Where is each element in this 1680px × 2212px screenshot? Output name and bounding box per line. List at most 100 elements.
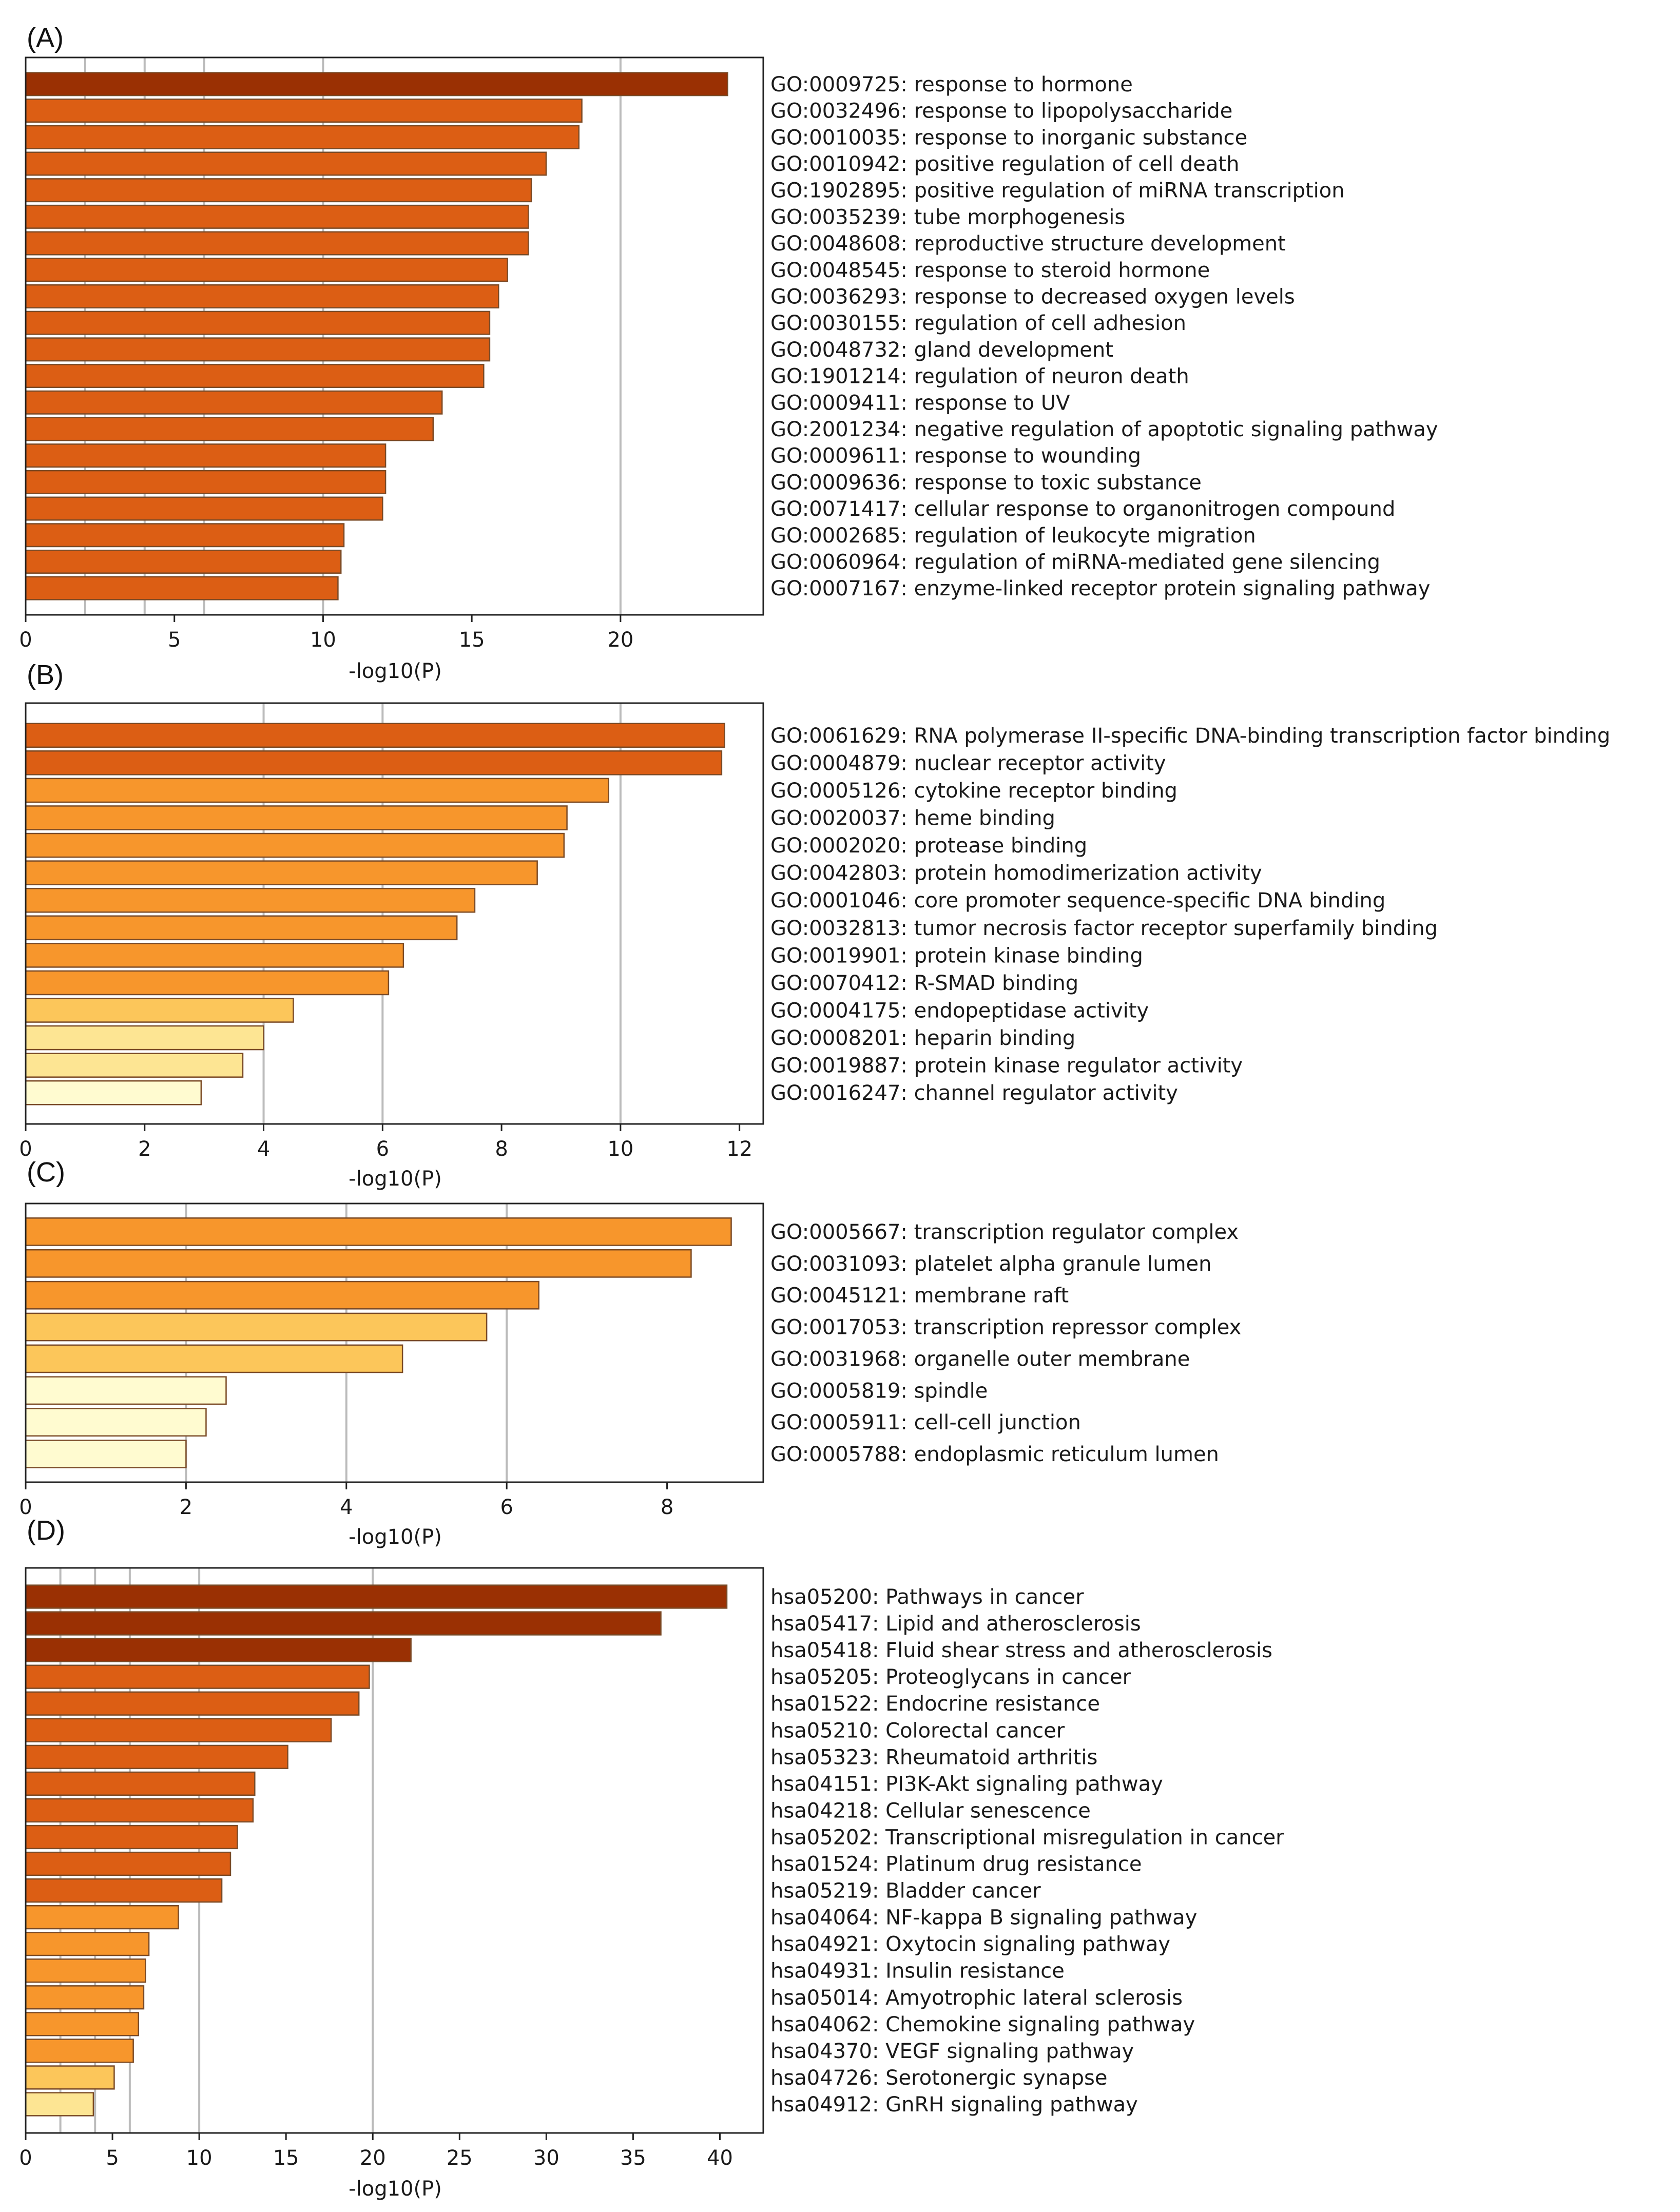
bar [25,1691,360,1716]
category-label: GO:0035239: tube morphogenesis [770,205,1125,229]
bar [25,1217,732,1246]
bar [25,311,491,335]
x-tick-label: 12 [726,1137,752,1161]
bar [25,1408,207,1437]
x-tick-label: 0 [19,2146,32,2170]
bar [25,1878,223,1903]
category-label: hsa04218: Cellular senescence [770,1799,1091,1822]
panel-b: (B) GO:0061629: RNA polymerase II-specifi… [19,659,1610,1191]
bar [25,576,339,600]
x-tick-label: 4 [257,1137,270,1161]
category-label: GO:0045121: membrane raft [770,1284,1069,1308]
category-label: GO:0005819: spindle [770,1379,988,1403]
category-label: GO:0016247: channel regulator activity [770,1081,1178,1105]
category-label: GO:0061629: RNA polymerase II-specific D… [770,724,1610,748]
axes-frame [25,56,764,616]
x-tick-label: 20 [607,628,633,652]
category-label: GO:0009636: response to toxic substance [770,471,1202,494]
bar [25,1053,244,1078]
category-label: GO:0019887: protein kinase regulator act… [770,1054,1243,1078]
category-label: GO:0031093: platelet alpha granule lumen [770,1252,1212,1276]
bar [25,2039,134,2063]
bar [25,1851,231,1876]
panel-label: (C) [27,1157,65,1188]
category-label: GO:0010035: response to inorganic substa… [770,126,1247,149]
category-label: GO:0009725: response to hormone [770,73,1133,96]
x-tick-label: 0 [19,1137,32,1161]
category-label: hsa05219: Bladder cancer [770,1879,1041,1903]
category-label: GO:0031968: organelle outer membrane [770,1347,1190,1371]
x-axis-label: -log10(P) [349,1167,442,1191]
panel-label: (B) [27,659,64,690]
bar [25,1985,145,2010]
category-label: GO:1901214: regulation of neuron death [770,365,1189,389]
category-label: GO:0036293: response to decreased oxygen… [770,285,1295,308]
bar [25,125,580,149]
bar [25,284,499,308]
x-tick-label: 0 [19,1496,32,1519]
x-tick-label: 40 [707,2146,733,2170]
category-label: GO:0008201: heparin binding [770,1026,1075,1050]
bar [25,1744,288,1769]
category-label: GO:1902895: positive regulation of miRNA… [770,179,1345,203]
bar [25,1440,187,1468]
axes-frame [25,1202,764,1483]
category-label: GO:0048732: gland development [770,338,1113,362]
category-label: hsa04064: NF-kappa B signaling pathway [770,1906,1197,1930]
x-tick-label: 2 [138,1137,151,1161]
bar [25,1718,332,1742]
category-label: GO:0005788: endoplasmic reticulum lumen [770,1443,1219,1466]
x-axis-label: -log10(P) [349,1525,442,1549]
bar [25,1638,412,1662]
x-tick-label: 15 [273,2146,299,2170]
category-label: GO:0009611: response to wounding [770,444,1141,468]
bar [25,832,565,858]
category-label: GO:0060964: regulation of miRNA-mediated… [770,550,1380,574]
bar [25,443,387,468]
x-tick-label: 4 [340,1496,353,1519]
x-tick-label: 10 [310,628,336,652]
bar [25,723,725,748]
category-label: hsa04912: GnRH signaling pathway [770,2093,1138,2117]
bar [25,750,723,775]
bar [25,1376,227,1405]
bar [25,178,532,203]
bar [25,151,547,176]
category-label: GO:0042803: protein homodimerization act… [770,862,1262,885]
bar [25,998,294,1023]
bar [25,337,491,362]
x-tick-label: 15 [459,628,485,652]
category-label: GO:0071417: cellular response to organon… [770,497,1395,521]
bar [25,1611,662,1636]
x-tick-label: 10 [607,1137,633,1161]
x-tick-label: 25 [447,2146,473,2170]
category-label: GO:0002685: regulation of leukocyte migr… [770,524,1256,548]
category-label: hsa05205: Proteoglycans in cancer [770,1665,1131,1689]
category-label: GO:0030155: regulation of cell adhesion [770,312,1186,335]
bar [25,364,485,389]
bar [25,1312,488,1342]
x-tick-label: 2 [180,1496,192,1519]
bar [25,1584,728,1609]
panel-label: (D) [27,1515,65,1546]
category-label: hsa05210: Colorectal cancer [770,1719,1065,1742]
bar [25,231,529,256]
bar [25,860,538,885]
x-axis-label: -log10(P) [349,2177,442,2201]
bar [25,258,508,282]
bar [25,887,476,913]
bar [25,778,609,803]
bar [25,523,345,548]
category-label: GO:0032496: response to lipopolysacchari… [770,100,1232,123]
bar [25,470,387,494]
bar [25,1771,256,1796]
bar [25,1825,238,1850]
bar [25,2092,94,2117]
category-label: hsa01524: Platinum drug resistance [770,1853,1142,1876]
category-label: hsa05014: Amyotrophic lateral sclerosis [770,1986,1183,2010]
category-label: hsa05417: Lipid and atherosclerosis [770,1612,1141,1636]
x-tick-label: 35 [620,2146,646,2170]
category-label: GO:0005126: cytokine receptor binding [770,779,1177,803]
bar [25,390,443,415]
bar [25,1905,179,1930]
